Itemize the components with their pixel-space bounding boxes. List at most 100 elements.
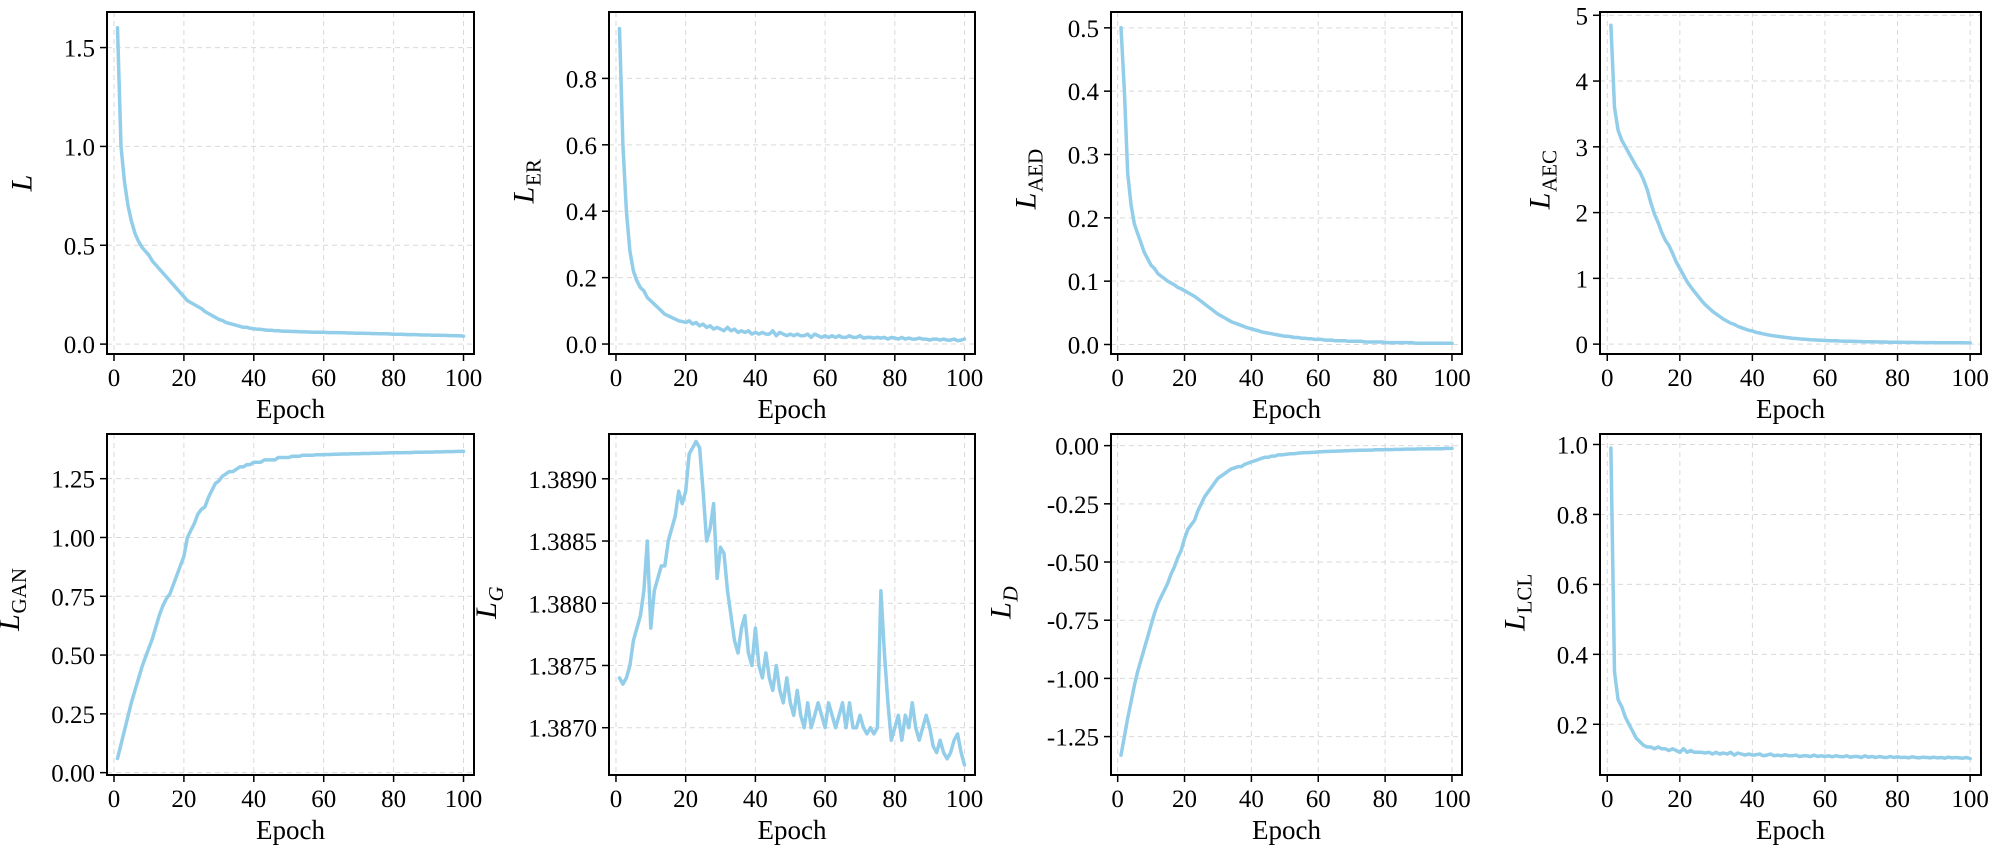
x-tick-label: 20 <box>1667 786 1692 813</box>
panel-l-d: 0 20 40 60 80 100 0.00 -0.25 -0.50 -0.75 -1.00 -1.2… <box>985 433 1471 845</box>
x-tick-label: 100 <box>1951 786 1989 813</box>
x-tick-label: 60 <box>311 786 336 813</box>
y-tick-label: 0.75 <box>51 584 95 611</box>
series-line <box>1119 446 1454 757</box>
x-tick-label: 20 <box>673 786 698 813</box>
y-axis-label-main: L <box>985 602 1018 620</box>
y-tick-label: -0.50 <box>1047 550 1099 577</box>
x-axis-label: Epoch <box>758 815 827 845</box>
y-axis-label-main: L <box>1010 193 1043 211</box>
x-tick-label: 0 <box>1601 365 1614 392</box>
y-axis-label-main: L <box>1524 193 1557 211</box>
y-tick-label: 1.0 <box>64 134 95 161</box>
y-tick-label: 0.2 <box>566 266 597 293</box>
y-tick-label: 0.5 <box>64 233 95 260</box>
plot-frame <box>608 433 976 776</box>
y-tick-label: 2 <box>1576 201 1589 228</box>
x-tick-label: 20 <box>171 365 196 392</box>
x-tick-label: 40 <box>1740 365 1765 392</box>
x-tick-label: 80 <box>1373 786 1398 813</box>
x-tick-label: 0 <box>610 365 623 392</box>
y-axis-label-subscript: ER <box>522 159 546 186</box>
x-tick-label: 80 <box>381 786 406 813</box>
plot-frame <box>1110 11 1463 355</box>
x-axis-label: Epoch <box>256 394 325 424</box>
y-tick-label: -0.75 <box>1047 608 1099 635</box>
y-tick-label: 1.3870 <box>528 716 597 743</box>
x-tick-label: 60 <box>1306 786 1331 813</box>
x-tick-label: 20 <box>1172 786 1197 813</box>
y-tick-label: 0 <box>1576 332 1589 359</box>
y-axis-label-subscript: G <box>484 586 508 601</box>
x-tick-label: 80 <box>882 786 907 813</box>
x-tick-label: 20 <box>171 786 196 813</box>
x-tick-label: 0 <box>1111 786 1124 813</box>
y-axis-label: LER <box>508 159 546 204</box>
x-tick-label: 0 <box>1601 786 1614 813</box>
x-tick-label: 40 <box>743 365 768 392</box>
y-tick-label: 1.3880 <box>528 591 597 618</box>
x-tick-label: 60 <box>813 786 838 813</box>
plot-frame <box>608 11 976 355</box>
series-line <box>1119 26 1454 345</box>
y-tick-label: 0.2 <box>1557 712 1588 739</box>
plot-frame <box>1599 433 1982 776</box>
y-axis-label-main: L <box>6 175 39 193</box>
y-axis-label-main: L <box>0 614 26 632</box>
y-axis-label-subscript: AEC <box>1538 150 1562 192</box>
y-tick-label: 1 <box>1576 266 1589 293</box>
y-tick-label: 1.3875 <box>528 653 597 680</box>
y-tick-label: 0.4 <box>1068 79 1100 106</box>
y-tick-label: -0.25 <box>1047 492 1099 519</box>
y-tick-label: 0.4 <box>1557 642 1589 669</box>
x-tick-label: 100 <box>946 786 984 813</box>
plot-frame <box>106 433 475 776</box>
x-tick-label: 60 <box>1812 786 1837 813</box>
x-tick-label: 100 <box>946 365 984 392</box>
y-tick-label: 0.25 <box>51 702 95 729</box>
y-tick-label: -1.00 <box>1047 666 1099 693</box>
y-tick-label: 0.8 <box>1557 502 1588 529</box>
x-tick-label: 20 <box>1172 365 1197 392</box>
y-axis-label-main: L <box>470 602 503 620</box>
x-tick-label: 100 <box>1433 786 1471 813</box>
y-axis-label-subscript: GAN <box>7 568 31 614</box>
y-tick-label: 1.0 <box>1557 432 1588 459</box>
x-tick-label: 100 <box>445 786 483 813</box>
y-tick-label: -1.25 <box>1047 725 1099 752</box>
panel-l-er: 0 20 40 60 80 100 0.0 0.2 0.4 0.6 0.8 Epoch LER <box>508 11 984 424</box>
x-tick-label: 80 <box>1373 365 1398 392</box>
x-axis-label: Epoch <box>758 394 827 424</box>
y-axis-label: LG <box>470 586 508 620</box>
y-tick-label: 0.4 <box>566 199 598 226</box>
y-tick-label: 0.50 <box>51 643 95 670</box>
x-tick-label: 60 <box>311 365 336 392</box>
x-tick-label: 40 <box>1239 786 1264 813</box>
x-tick-label: 80 <box>1885 786 1910 813</box>
y-axis-label-main: L <box>508 187 541 205</box>
plot-frame <box>1110 433 1463 776</box>
series-line <box>115 26 466 338</box>
x-tick-label: 20 <box>1667 365 1692 392</box>
x-tick-label: 0 <box>1111 365 1124 392</box>
y-tick-label: 3 <box>1576 135 1589 162</box>
y-axis-label-subscript: LCL <box>1513 574 1537 614</box>
y-axis-label-subscript: AED <box>1024 149 1048 192</box>
y-tick-label: 0.2 <box>1068 206 1099 233</box>
series-line <box>617 439 967 767</box>
y-axis-label: L <box>6 175 39 193</box>
x-axis-label: Epoch <box>1252 815 1321 845</box>
y-tick-label: 0.00 <box>51 761 95 788</box>
y-tick-label: 0.00 <box>1055 434 1099 461</box>
x-tick-label: 80 <box>1885 365 1910 392</box>
x-tick-label: 60 <box>1812 365 1837 392</box>
x-tick-label: 40 <box>743 786 768 813</box>
x-tick-label: 0 <box>108 365 121 392</box>
y-axis-label: LD <box>985 586 1023 620</box>
